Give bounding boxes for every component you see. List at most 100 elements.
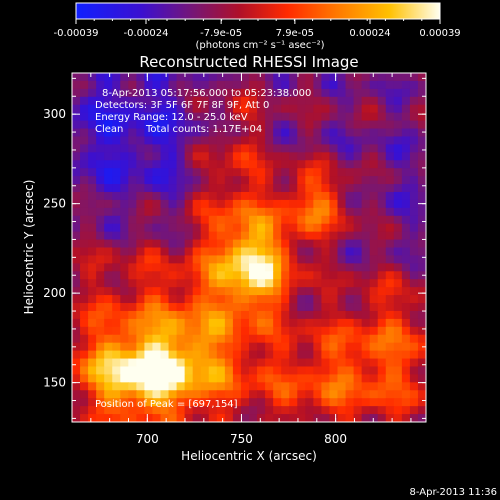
heatmap-cell [152,334,162,344]
heatmap-cell [377,358,387,368]
heatmap-cell [329,366,339,376]
heatmap-cell [72,334,81,344]
heatmap-cell [104,80,113,90]
heatmap-cell [152,350,162,360]
heatmap-cell [112,406,121,415]
heatmap-cell [176,231,186,241]
heatmap-cell [112,199,121,209]
heatmap-cell [192,310,202,320]
heatmap-cell [329,136,339,145]
heatmap-cell [208,310,218,320]
heatmap-cell [329,152,339,161]
heatmap-cell [136,390,146,399]
heatmap-cell [377,247,387,257]
heatmap-cell [321,184,331,193]
heatmap-cell [385,318,395,328]
heatmap-cell [88,390,97,399]
heatmap-cell [289,406,298,415]
heatmap-cell [168,414,178,422]
heatmap-cell [265,350,274,360]
y-axis-label: Heliocentric Y (arcsec) [22,180,36,315]
heatmap-cell [168,406,178,415]
heatmap-cell [184,207,194,217]
heatmap-cell [128,144,137,153]
heatmap-cell [353,176,363,185]
heatmap-cell [144,168,154,177]
heatmap-cell [112,215,121,225]
heatmap-cell [345,73,355,82]
heatmap-cell [136,168,146,177]
heatmap-cell [305,231,314,241]
heatmap-cell [152,390,162,399]
heatmap-cell [401,128,411,138]
heatmap-cell [216,231,226,241]
heatmap-cell [136,239,146,249]
heatmap-cell [112,374,121,383]
heatmap-cell [160,128,170,138]
heatmap-cell [385,136,395,145]
heatmap-cell [281,342,290,352]
heatmap-cell [345,263,355,272]
heatmap-cell [273,168,282,177]
heatmap-cell [409,144,419,153]
heatmap-cell [409,303,419,312]
heatmap-cell [289,342,298,352]
heatmap-cell [361,160,371,169]
heatmap-cell [281,350,290,360]
heatmap-cell [136,199,146,209]
heatmap-cell [313,247,323,257]
heatmap-cell [393,382,403,391]
heatmap-cell [409,168,419,177]
heatmap-cell [128,96,137,106]
heatmap-cell [152,374,162,383]
heatmap-cell [232,120,242,130]
heatmap-cell [321,263,331,272]
heatmap-cell [112,239,121,249]
heatmap-cell [369,215,379,225]
heatmap-cell [152,239,162,249]
heatmap-cell [240,191,250,201]
heatmap-cell [120,342,129,352]
heatmap-cell [88,104,97,114]
heatmap-cell [200,96,210,106]
heatmap-cell [80,295,89,304]
heatmap-cell [208,366,218,376]
heatmap-cell [297,128,306,138]
heatmap-cell [385,414,395,422]
heatmap-cell [249,318,258,328]
heatmap-cell [72,414,81,422]
heatmap-cell [192,263,202,272]
heatmap-cell [104,199,113,209]
heatmap-cell [281,152,290,161]
heatmap-cell [385,223,395,233]
heatmap-cell [361,310,371,320]
heatmap-cell [192,334,202,344]
heatmap-cell [265,287,274,296]
heatmap-cell [385,406,395,415]
heatmap-cell [168,207,178,217]
heatmap-cell [401,310,411,320]
heatmap-cell [232,398,242,407]
heatmap-cell [361,271,371,280]
heatmap-cell [72,366,81,376]
heatmap-cell [377,263,387,272]
heatmap-cell [104,390,113,399]
heatmap-cell [200,287,210,296]
heatmap-cell [136,271,146,280]
heatmap-cell [240,255,250,264]
heatmap-cell [401,255,411,264]
heatmap-cell [160,184,170,193]
heatmap-cell [297,295,306,304]
heatmap-cell [369,80,379,90]
heatmap-cell [249,88,258,98]
heatmap-cell [152,88,162,98]
heatmap-cell [192,128,202,138]
heatmap-cell [401,112,411,122]
heatmap-cell [305,168,314,177]
heatmap-cell [409,326,419,336]
heatmap-cell [168,112,178,122]
heatmap-cell [136,128,146,138]
heatmap-cell [249,191,258,201]
heatmap-cell [240,144,250,153]
heatmap-cell [80,318,89,328]
